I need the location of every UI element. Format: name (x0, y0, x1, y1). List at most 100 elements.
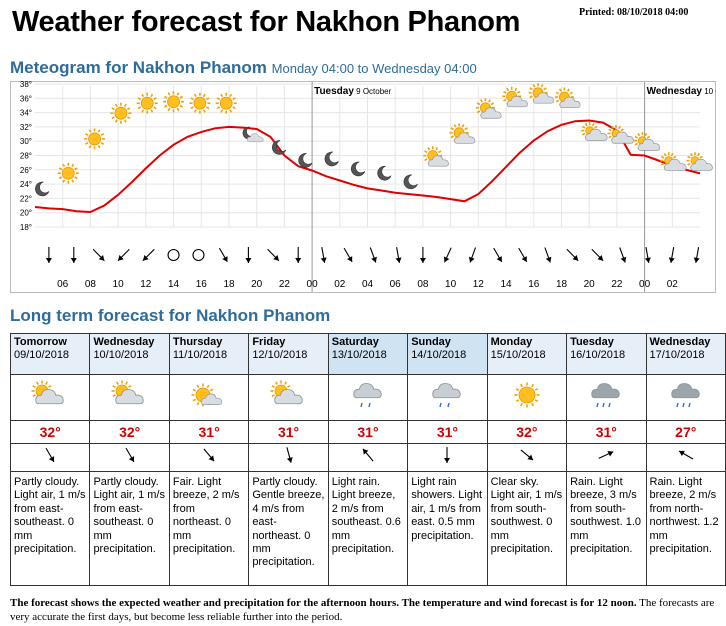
x-tick-label: 08 (417, 279, 429, 290)
day-description: Fair. Light breeze, 2 m/s from northeast… (168, 471, 250, 586)
wind-arrow (245, 247, 252, 263)
y-tick-label: 28° (20, 152, 32, 161)
day-header: Tuesday 16/10/2018 (566, 333, 647, 375)
weather-symbol-sun-cloud (528, 83, 555, 104)
weather-symbol-sun (84, 128, 106, 150)
x-tick-label: 06 (390, 279, 402, 290)
wind-arrow (142, 248, 155, 262)
day-description: Rain. Light breeze, 2 m/s from north-nor… (645, 471, 726, 586)
weather-symbol-moon (403, 174, 418, 190)
wind-arrow (668, 247, 675, 263)
rain-icon (645, 374, 726, 421)
day-temperature: 31° (248, 420, 329, 444)
day-date: 12/10/2018 (252, 349, 308, 361)
weather-symbol-sun (215, 92, 237, 114)
x-tick-label: 14 (168, 279, 180, 290)
wind-arrow-icon (486, 443, 568, 472)
day-header: Saturday 13/10/2018 (327, 333, 409, 375)
weather-symbol-moon (272, 140, 287, 155)
y-tick-label: 24° (20, 180, 32, 189)
meteogram-title: Meteogram for Nakhon Phanom (10, 58, 267, 77)
light-rain-icon (327, 374, 409, 421)
wind-arrow (218, 247, 228, 263)
day-header: Wednesday 10/10/2018 (89, 333, 170, 375)
y-tick-label: 32° (20, 123, 32, 132)
x-tick-label: 22 (279, 279, 291, 290)
y-tick-label: 26° (20, 166, 32, 175)
wind-arrow (591, 248, 604, 262)
weather-symbol-sun-cloud (502, 86, 528, 108)
wind-arrow (395, 247, 402, 263)
day-name: Monday (490, 336, 533, 348)
weather-symbol-cloud (581, 122, 608, 141)
x-tick-label: 20 (584, 279, 596, 290)
day-label-wednesday: Wednesday 10 O (647, 86, 716, 97)
weather-symbol-moon (35, 181, 50, 197)
day-date: 17/10/2018 (649, 349, 705, 361)
weather-symbol-moon (324, 151, 339, 167)
day-date: 09/10/2018 (14, 349, 70, 361)
x-tick-label: 12 (140, 279, 152, 290)
x-tick-label: 08 (85, 279, 97, 290)
long-term-heading: Long term forecast for Nakhon Phanom (10, 306, 331, 325)
x-tick-label: 14 (500, 279, 512, 290)
weather-symbol-sun-cloud (423, 146, 449, 167)
x-tick-label: 04 (362, 279, 374, 290)
meteogram-range: Monday 04:00 to Wednesday 04:00 (271, 61, 477, 76)
x-tick-label: 18 (556, 279, 568, 290)
partly-cloudy-icon (89, 374, 170, 421)
wind-arrow (92, 248, 105, 262)
wind-arrow (419, 247, 426, 263)
weather-symbol-sun (57, 162, 79, 184)
day-description: Partly cloudy. Light air, 1 m/s from eas… (89, 471, 170, 586)
wind-arrow-icon (327, 443, 409, 472)
day-name: Thursday (172, 336, 223, 348)
day-header: Wednesday 17/10/2018 (645, 333, 726, 375)
wind-arrow-icon (407, 443, 488, 472)
day-temperature: 32° (9, 420, 91, 444)
meteogram-heading: Meteogram for Nakhon Phanom Monday 04:00… (10, 58, 477, 78)
weather-symbol-sun-cloud (475, 98, 502, 119)
clear-sky-icon (486, 374, 568, 421)
x-tick-label: 06 (57, 279, 69, 290)
wind-arrow (693, 247, 700, 263)
weather-symbol-cloud (660, 152, 687, 171)
wind-arrow-icon (645, 443, 726, 472)
day-date: 10/10/2018 (93, 349, 149, 361)
day-description: Partly cloudy. Light air, 1 m/s from eas… (9, 471, 91, 586)
wind-arrow (117, 248, 130, 262)
wind-arrow (167, 248, 180, 262)
weather-symbol-sun (136, 92, 158, 114)
fair-icon (168, 374, 250, 421)
wind-arrow (295, 247, 302, 263)
x-tick-label: 12 (473, 279, 485, 290)
day-description: Rain. Light breeze, 3 m/s from south-sou… (566, 471, 647, 586)
partly-cloudy-icon (9, 374, 91, 421)
y-tick-label: 22° (20, 194, 32, 203)
weather-symbol-cloud (633, 132, 661, 151)
x-tick-label: 02 (667, 279, 679, 290)
day-date: 16/10/2018 (570, 349, 626, 361)
weather-symbol-sun (110, 102, 132, 124)
weather-symbol-sun (189, 92, 211, 114)
weather-symbol-moon (377, 165, 392, 181)
page-title: Weather forecast for Nakhon Phanom (12, 6, 521, 38)
wind-arrow (544, 247, 552, 263)
wind-arrow (443, 247, 452, 263)
weather-symbol-sun (163, 91, 184, 113)
day-date: 15/10/2018 (490, 349, 546, 361)
wind-arrow-icon (89, 443, 170, 472)
weather-symbol-moon (298, 153, 313, 168)
wind-arrow (644, 247, 651, 263)
day-header: Thursday 11/10/2018 (168, 333, 250, 375)
weather-symbol-cloud (686, 152, 713, 171)
rain-icon (566, 374, 647, 421)
y-tick-label: 34° (20, 109, 32, 118)
day-label-tuesday: Tuesday 9 October (314, 86, 392, 97)
x-tick-label: 16 (196, 279, 208, 290)
wind-arrow (619, 247, 627, 263)
y-tick-label: 36° (20, 94, 32, 103)
wind-arrow (192, 248, 205, 262)
wind-arrow-icon (168, 443, 250, 472)
day-date: 11/10/2018 (172, 349, 228, 361)
